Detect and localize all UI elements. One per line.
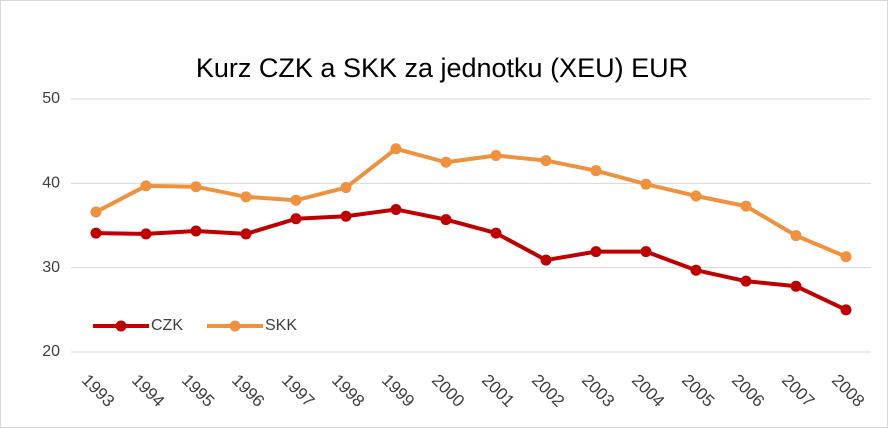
point	[740, 200, 752, 212]
chart-title: Kurz CZK a SKK za jednotku (XEU) EUR	[196, 53, 688, 83]
y-tick-label: 30	[42, 259, 60, 276]
point	[440, 156, 452, 168]
point	[140, 180, 152, 192]
point	[340, 182, 352, 194]
point	[540, 155, 552, 167]
point	[390, 143, 402, 155]
legend-label: SKK	[265, 317, 297, 334]
y-tick-label: 50	[42, 90, 60, 107]
series-line	[95, 207, 847, 312]
point	[540, 254, 552, 266]
y-tick-label: 20	[42, 343, 60, 360]
y-tick-label: 40	[42, 175, 60, 192]
legend-label: CZK	[151, 317, 183, 334]
point	[290, 194, 302, 206]
point	[840, 251, 852, 263]
point	[490, 150, 502, 162]
point	[140, 228, 152, 240]
point	[640, 178, 652, 190]
point	[90, 227, 102, 239]
point	[90, 206, 102, 218]
point	[390, 203, 402, 215]
legend-marker	[115, 320, 127, 332]
legend-marker	[229, 320, 241, 332]
point	[190, 225, 202, 237]
point	[590, 246, 602, 258]
point	[740, 275, 752, 287]
point	[490, 227, 502, 239]
point	[640, 246, 652, 258]
point	[190, 181, 202, 193]
point	[590, 165, 602, 177]
point	[440, 214, 452, 226]
point	[240, 228, 252, 240]
point	[790, 230, 802, 242]
point	[690, 264, 702, 276]
point	[240, 191, 252, 203]
point	[790, 280, 802, 292]
point	[840, 304, 852, 316]
series-line	[95, 146, 847, 259]
point	[290, 213, 302, 225]
point	[690, 190, 702, 202]
point	[340, 210, 352, 222]
